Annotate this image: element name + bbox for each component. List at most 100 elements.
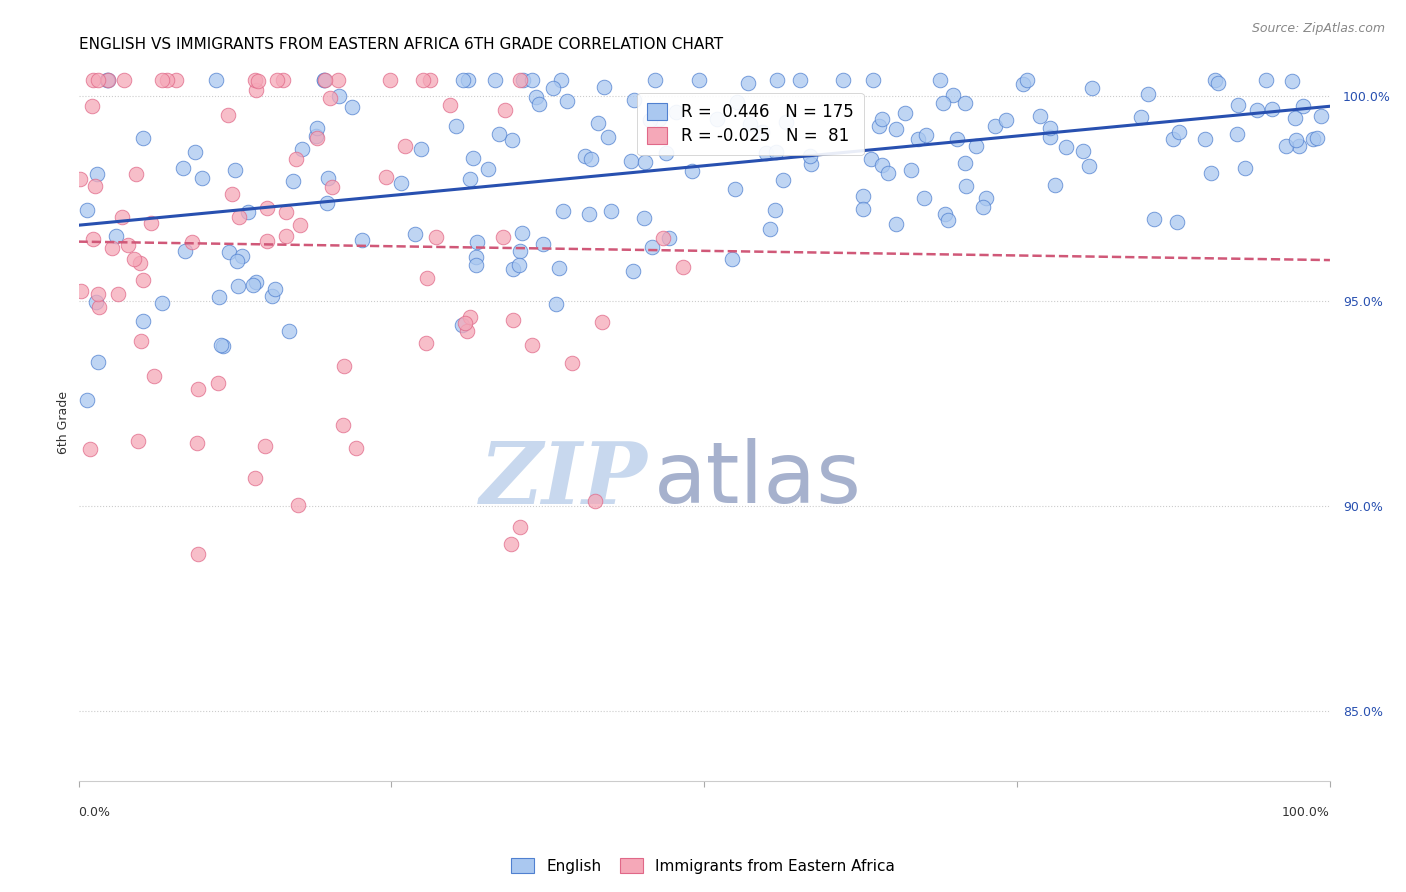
Point: [209, 338, 232, 352]
Point: [312, 72, 335, 87]
Point: [725, 95, 748, 109]
Point: [184, 145, 207, 159]
Point: [226, 278, 249, 293]
Point: [96, 72, 118, 87]
Point: [328, 89, 350, 103]
Point: [444, 119, 467, 133]
Point: [548, 261, 571, 276]
Point: [529, 97, 551, 112]
Point: [319, 91, 342, 105]
Point: [111, 210, 134, 224]
Point: [860, 153, 883, 167]
Point: [593, 80, 616, 95]
Point: [208, 290, 231, 304]
Point: [665, 104, 688, 119]
Point: [274, 228, 297, 243]
Point: [994, 112, 1017, 127]
Point: [633, 211, 655, 226]
Point: [758, 221, 780, 235]
Point: [832, 72, 855, 87]
Point: [1029, 109, 1052, 123]
Point: [1043, 178, 1066, 192]
Point: [465, 258, 488, 272]
Point: [1288, 138, 1310, 153]
Point: [87, 287, 110, 301]
Point: [1284, 111, 1306, 125]
Point: [633, 154, 655, 169]
Point: [172, 161, 194, 175]
Point: [1143, 212, 1166, 227]
Point: [541, 81, 564, 95]
Point: [984, 120, 1007, 134]
Point: [737, 76, 759, 90]
Point: [245, 72, 267, 87]
Point: [1285, 133, 1308, 147]
Point: [131, 131, 153, 145]
Point: [953, 156, 976, 170]
Point: [600, 204, 623, 219]
Point: [651, 231, 673, 245]
Point: [143, 369, 166, 384]
Text: 0.0%: 0.0%: [79, 806, 111, 819]
Point: [242, 277, 264, 292]
Point: [936, 213, 959, 227]
Point: [1080, 81, 1102, 95]
Point: [1011, 77, 1033, 91]
Point: [394, 138, 416, 153]
Y-axis label: 6th Grade: 6th Grade: [58, 391, 70, 454]
Text: ENGLISH VS IMMIGRANTS FROM EASTERN AFRICA 6TH GRADE CORRELATION CHART: ENGLISH VS IMMIGRANTS FROM EASTERN AFRIC…: [79, 37, 723, 53]
Point: [509, 244, 531, 258]
Point: [439, 98, 461, 112]
Point: [465, 235, 488, 249]
Point: [312, 72, 335, 87]
Point: [84, 179, 107, 194]
Point: [579, 153, 602, 167]
Point: [578, 207, 600, 221]
Point: [574, 149, 596, 163]
Point: [658, 230, 681, 244]
Point: [271, 72, 294, 87]
Legend: English, Immigrants from Eastern Africa: English, Immigrants from Eastern Africa: [505, 852, 901, 880]
Point: [101, 241, 124, 255]
Point: [340, 100, 363, 114]
Point: [316, 196, 339, 211]
Point: [620, 154, 643, 169]
Point: [124, 167, 146, 181]
Point: [207, 376, 229, 390]
Point: [276, 205, 298, 219]
Point: [1309, 109, 1331, 123]
Point: [375, 170, 398, 185]
Point: [1038, 129, 1060, 144]
Point: [344, 442, 367, 456]
Point: [291, 142, 314, 156]
Point: [409, 142, 432, 156]
Point: [894, 106, 917, 120]
Point: [87, 72, 110, 87]
Point: [1292, 99, 1315, 113]
Point: [1168, 125, 1191, 139]
Point: [217, 108, 239, 122]
Point: [253, 439, 276, 453]
Point: [205, 72, 228, 87]
Point: [87, 300, 110, 314]
Point: [1161, 132, 1184, 146]
Point: [755, 145, 778, 160]
Point: [132, 272, 155, 286]
Point: [724, 182, 747, 196]
Point: [82, 99, 104, 113]
Point: [800, 157, 823, 171]
Point: [86, 355, 108, 369]
Point: [76, 203, 98, 218]
Point: [623, 93, 645, 107]
Text: atlas: atlas: [654, 438, 862, 521]
Point: [946, 131, 969, 145]
Point: [799, 149, 821, 163]
Point: [477, 162, 499, 177]
Point: [555, 94, 578, 108]
Point: [931, 95, 953, 110]
Point: [314, 72, 336, 87]
Point: [256, 201, 278, 215]
Point: [307, 120, 329, 135]
Point: [852, 189, 875, 203]
Point: [648, 112, 671, 127]
